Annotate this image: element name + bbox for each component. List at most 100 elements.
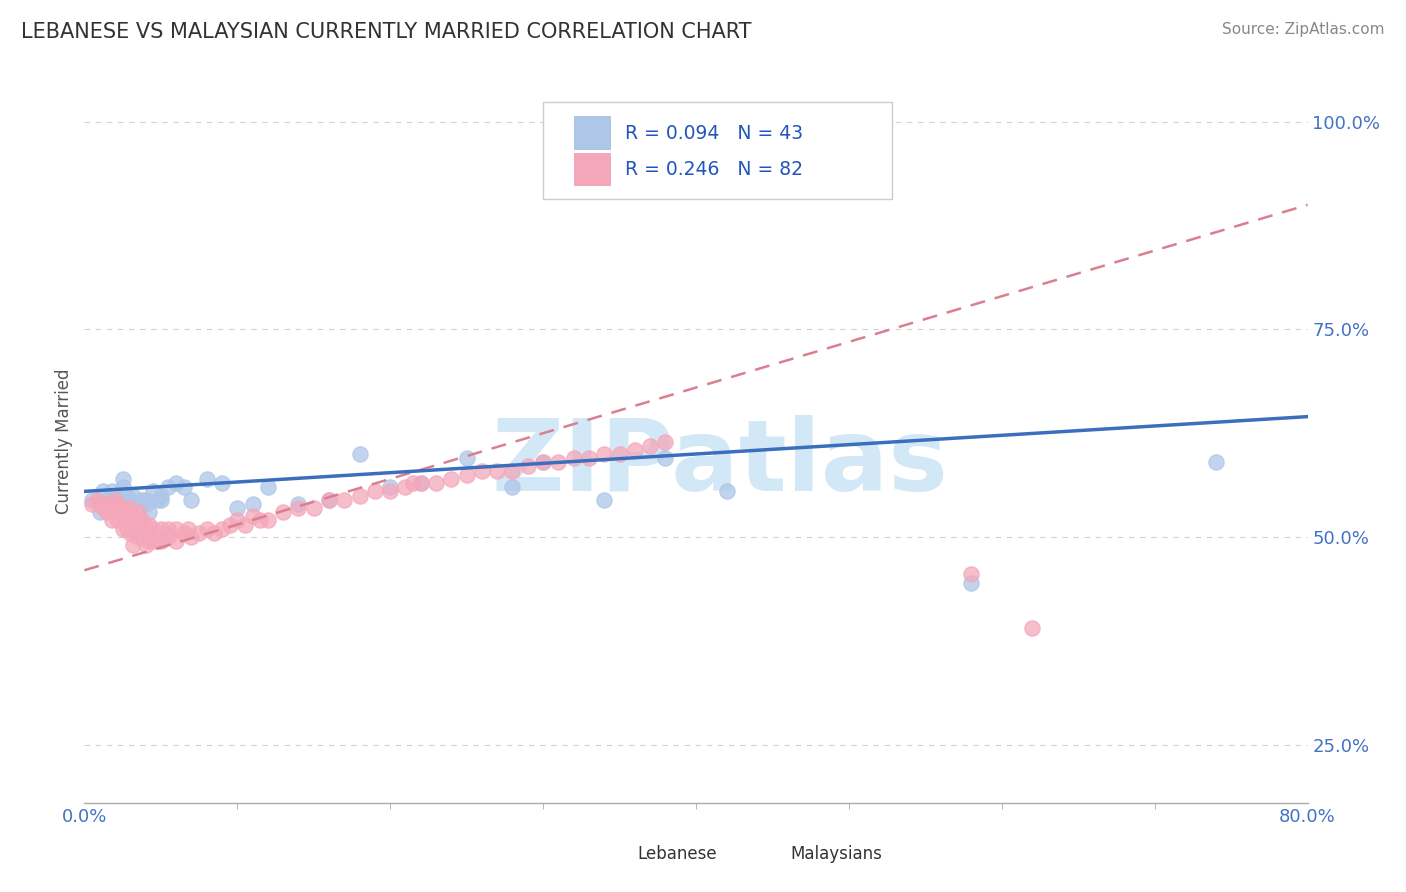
Point — [180, 530, 202, 544]
Point — [195, 472, 218, 486]
Point — [157, 522, 180, 536]
Text: LEBANESE VS MALAYSIAN CURRENTLY MARRIED CORRELATION CHART: LEBANESE VS MALAYSIAN CURRENTLY MARRIED … — [21, 22, 752, 42]
Point — [531, 455, 554, 469]
Text: R = 0.246   N = 82: R = 0.246 N = 82 — [626, 160, 803, 178]
Point — [516, 459, 538, 474]
Point — [318, 492, 340, 507]
Point — [115, 522, 138, 536]
FancyBboxPatch shape — [592, 847, 626, 861]
Point — [638, 439, 661, 453]
Y-axis label: Currently Married: Currently Married — [55, 368, 73, 515]
Point — [149, 534, 172, 549]
Point — [127, 500, 149, 515]
Point — [111, 509, 134, 524]
Point — [80, 497, 103, 511]
Point — [86, 492, 108, 507]
Point — [249, 513, 271, 527]
Point — [107, 497, 129, 511]
Point — [318, 492, 340, 507]
Point — [96, 492, 118, 507]
Point — [547, 455, 569, 469]
Point — [135, 497, 157, 511]
Point — [456, 451, 478, 466]
Point — [173, 480, 195, 494]
Point — [120, 525, 142, 540]
Point — [242, 497, 264, 511]
Point — [138, 517, 160, 532]
Point — [502, 464, 524, 478]
Point — [593, 492, 616, 507]
FancyBboxPatch shape — [543, 102, 891, 200]
Point — [135, 538, 157, 552]
Point — [138, 505, 160, 519]
Point — [180, 492, 202, 507]
Point — [89, 505, 111, 519]
Point — [157, 480, 180, 494]
FancyBboxPatch shape — [745, 847, 778, 861]
Point — [226, 513, 249, 527]
Point — [142, 484, 165, 499]
Point — [165, 522, 187, 536]
Point — [257, 513, 280, 527]
Point — [349, 447, 371, 461]
Point — [111, 522, 134, 536]
Point — [287, 500, 309, 515]
Point — [120, 500, 142, 515]
Point — [131, 513, 153, 527]
Point — [486, 464, 509, 478]
Point — [165, 534, 187, 549]
Point — [131, 492, 153, 507]
Point — [131, 530, 153, 544]
Point — [218, 517, 240, 532]
Point — [502, 480, 524, 494]
Point — [257, 480, 280, 494]
Point — [122, 489, 145, 503]
Point — [177, 522, 200, 536]
Point — [609, 447, 631, 461]
Point — [146, 492, 169, 507]
Point — [149, 492, 172, 507]
Point — [165, 476, 187, 491]
Point — [471, 464, 494, 478]
Point — [211, 522, 233, 536]
Point — [96, 505, 118, 519]
Point — [654, 434, 676, 449]
Point — [122, 538, 145, 552]
Point — [104, 489, 127, 503]
Point — [333, 492, 356, 507]
Point — [135, 492, 157, 507]
Point — [115, 505, 138, 519]
Point — [96, 497, 118, 511]
Point — [89, 497, 111, 511]
Point — [142, 534, 165, 549]
Point — [104, 505, 127, 519]
Point — [440, 472, 463, 486]
Point — [107, 513, 129, 527]
Point — [380, 480, 402, 494]
Point — [80, 492, 103, 507]
Point — [531, 455, 554, 469]
Point — [149, 522, 172, 536]
Point — [1205, 455, 1227, 469]
Point — [624, 442, 647, 457]
Point — [101, 484, 124, 499]
Point — [101, 500, 124, 515]
Point — [91, 500, 114, 515]
Point — [135, 522, 157, 536]
Point — [409, 476, 432, 491]
Point — [1021, 621, 1043, 635]
Text: Source: ZipAtlas.com: Source: ZipAtlas.com — [1222, 22, 1385, 37]
Point — [195, 522, 218, 536]
Point — [562, 451, 585, 466]
Point — [111, 500, 134, 515]
Point — [127, 530, 149, 544]
Point — [425, 476, 447, 491]
Point — [115, 489, 138, 503]
Point — [188, 525, 211, 540]
Point — [211, 476, 233, 491]
Point — [394, 480, 416, 494]
Point — [578, 451, 600, 466]
Point — [107, 497, 129, 511]
Point — [302, 500, 325, 515]
Point — [138, 534, 160, 549]
